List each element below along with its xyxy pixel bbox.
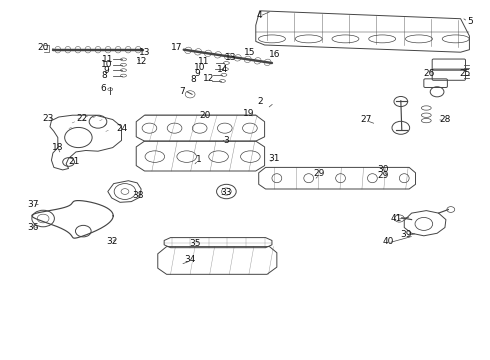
Text: 29: 29 [377, 171, 389, 180]
Text: 20: 20 [37, 43, 49, 52]
Text: 5: 5 [467, 17, 473, 26]
Text: 13: 13 [224, 53, 236, 62]
Text: 1: 1 [196, 154, 201, 163]
Text: 40: 40 [382, 238, 394, 246]
Text: 10: 10 [194, 63, 206, 72]
Text: 37: 37 [27, 200, 39, 209]
Text: 30: 30 [377, 165, 389, 174]
Text: 32: 32 [106, 238, 118, 246]
Text: 12: 12 [202, 74, 214, 83]
Text: 34: 34 [184, 256, 196, 264]
Text: 27: 27 [361, 115, 372, 124]
Text: 8: 8 [101, 71, 107, 80]
Text: 28: 28 [439, 115, 451, 124]
Text: 25: 25 [460, 69, 471, 78]
Text: 36: 36 [27, 223, 39, 232]
Text: 8: 8 [191, 76, 196, 85]
Text: 21: 21 [69, 157, 80, 166]
Text: 23: 23 [42, 113, 54, 122]
Text: 7: 7 [179, 87, 185, 96]
Text: 12: 12 [136, 57, 148, 66]
Text: 19: 19 [243, 109, 255, 118]
Text: 31: 31 [269, 154, 280, 163]
Text: 38: 38 [132, 191, 144, 199]
Text: 14: 14 [217, 65, 229, 74]
Text: 29: 29 [314, 169, 325, 178]
Text: 18: 18 [52, 143, 64, 152]
Text: 11: 11 [102, 55, 114, 64]
Text: 3: 3 [223, 136, 229, 145]
Text: 4: 4 [257, 10, 263, 19]
Text: 9: 9 [194, 69, 200, 78]
Text: 10: 10 [101, 60, 113, 69]
Text: 33: 33 [220, 188, 232, 197]
Text: 13: 13 [139, 48, 150, 57]
Text: 22: 22 [77, 113, 88, 122]
Text: 15: 15 [244, 48, 256, 57]
Text: 11: 11 [197, 57, 209, 66]
Text: 41: 41 [390, 214, 402, 223]
Text: 26: 26 [423, 69, 435, 78]
Text: 20: 20 [199, 111, 211, 120]
Text: 39: 39 [400, 230, 412, 239]
Text: 2: 2 [257, 97, 263, 106]
Text: 24: 24 [116, 124, 127, 133]
Text: 16: 16 [269, 50, 280, 59]
Text: 35: 35 [189, 238, 201, 248]
Text: 17: 17 [171, 43, 182, 52]
Text: 9: 9 [103, 66, 109, 75]
Text: 6: 6 [100, 84, 106, 93]
